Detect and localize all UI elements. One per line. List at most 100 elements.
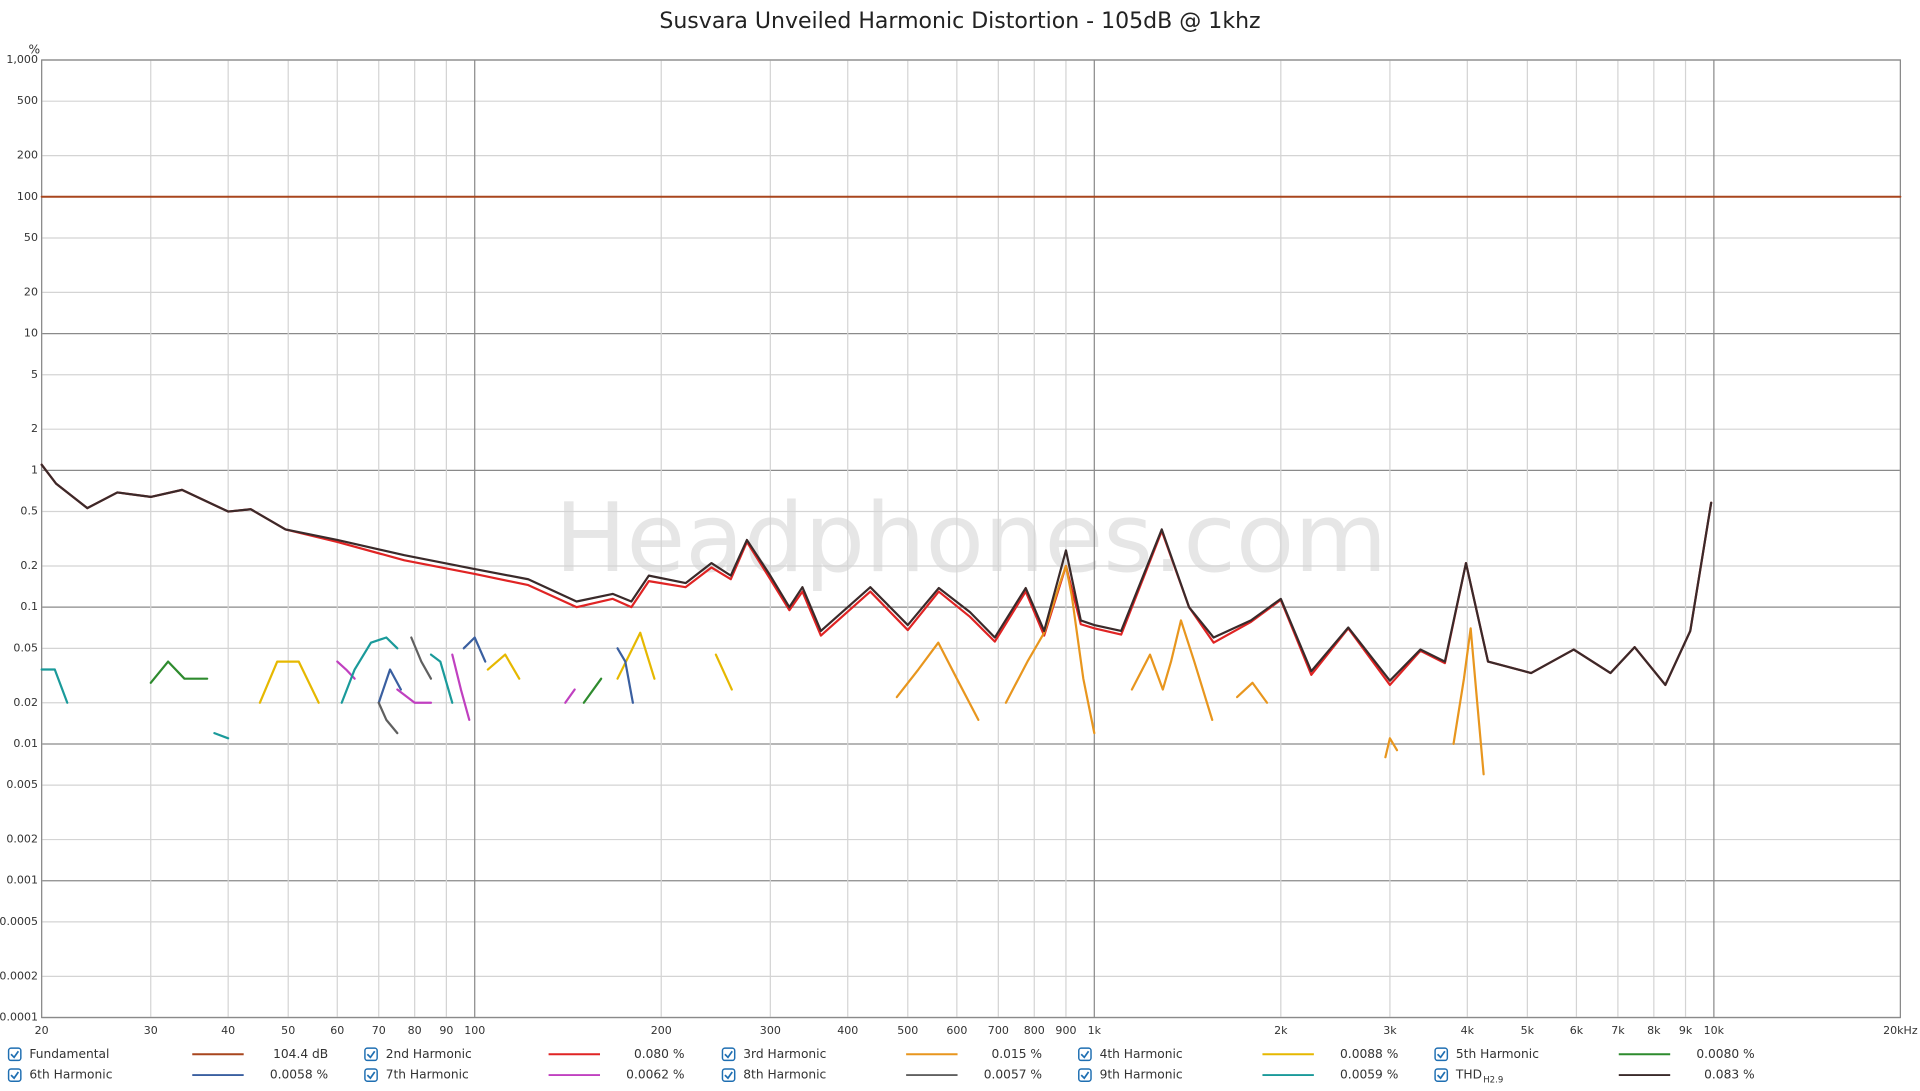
legend-item: Fundamental 104.4 dB xyxy=(7,1047,328,1062)
series-line xyxy=(40,668,69,704)
series-line xyxy=(258,660,320,704)
series-line xyxy=(1130,619,1214,721)
x-tick-label: 600 xyxy=(946,1024,967,1037)
x-tick-label: 300 xyxy=(760,1024,781,1037)
x-tick-label: 30 xyxy=(144,1024,158,1037)
x-tick-label: 3k xyxy=(1383,1024,1397,1037)
y-tick-label: 10 xyxy=(24,327,38,340)
x-tick-label: 6k xyxy=(1570,1024,1584,1037)
x-tick-label: 50 xyxy=(281,1024,295,1037)
y-tick-label: 0.001 xyxy=(6,874,38,887)
y-unit: % xyxy=(28,43,40,57)
x-tick-label: 2k xyxy=(1274,1024,1288,1037)
y-tick-label: 100 xyxy=(17,190,38,203)
legend-item: 5th Harmonic 0.0080 % xyxy=(1434,1047,1755,1062)
chart-title: Susvara Unveiled Harmonic Distortion - 1… xyxy=(659,9,1260,34)
legend-value: 0.0058 % xyxy=(270,1068,328,1082)
x-tick-label: 7k xyxy=(1611,1024,1625,1037)
x-tick-label: 8k xyxy=(1647,1024,1661,1037)
series-line xyxy=(564,688,576,704)
series-line xyxy=(486,653,521,680)
y-tick-label: 0.01 xyxy=(13,737,38,750)
y-tick-label: 200 xyxy=(17,149,38,162)
series-line xyxy=(462,636,487,663)
x-tick-label: 60 xyxy=(330,1024,344,1037)
legend-name: THD xyxy=(1455,1068,1482,1082)
x-tick-label: 100 xyxy=(464,1024,485,1037)
legend-item: 4th Harmonic 0.0088 % xyxy=(1078,1047,1398,1062)
series-line xyxy=(377,668,402,704)
legend-check xyxy=(10,1050,20,1059)
legend-item: 3rd Harmonic 0.015 % xyxy=(721,1047,1042,1062)
legend-name: 9th Harmonic xyxy=(1100,1068,1183,1082)
legend-checkbox xyxy=(364,1068,378,1082)
legend-name: Fundamental xyxy=(29,1047,109,1061)
y-tick-label: 0.005 xyxy=(6,778,38,791)
series-line xyxy=(340,636,399,704)
x-tick-label: 20 xyxy=(35,1024,49,1037)
legend-name-subscript: H2.9 xyxy=(1483,1075,1503,1085)
legend-check xyxy=(10,1071,20,1080)
legend-check xyxy=(366,1050,376,1059)
legend-check xyxy=(1436,1050,1446,1059)
legend-name: 3rd Harmonic xyxy=(743,1047,826,1061)
legend-value: 0.0059 % xyxy=(1340,1068,1398,1082)
plot-border xyxy=(41,59,1902,1019)
legend-name: 2nd Harmonic xyxy=(386,1047,472,1061)
y-tick-label: 500 xyxy=(17,94,38,107)
x-tick-label: 900 xyxy=(1055,1024,1076,1037)
legend-item: 8th Harmonic 0.0057 % xyxy=(721,1068,1042,1082)
x-tick-label: 1k xyxy=(1088,1024,1102,1037)
legend-checkbox xyxy=(1078,1068,1092,1082)
legend-checkbox xyxy=(7,1068,22,1082)
y-tick-label: 0.02 xyxy=(13,696,38,709)
legend-value: 104.4 dB xyxy=(273,1047,328,1061)
x-tick-label: 10k xyxy=(1704,1024,1725,1037)
legend-checkbox xyxy=(364,1047,378,1062)
y-tick-label: 5 xyxy=(31,368,38,381)
legend-item: 2nd Harmonic 0.080 % xyxy=(364,1047,685,1062)
legend-check xyxy=(366,1071,376,1080)
x-tick-label: 400 xyxy=(837,1024,858,1037)
legend-check xyxy=(724,1071,733,1080)
legend-check xyxy=(1080,1050,1090,1059)
series-line xyxy=(1235,681,1269,704)
watermark: Headphones.com xyxy=(555,482,1388,594)
legend-item: 6th Harmonic 0.0058 % xyxy=(7,1068,328,1082)
series-line xyxy=(1452,627,1485,776)
series-line xyxy=(1384,737,1399,759)
series-line xyxy=(895,641,980,721)
legend-item: 7th Harmonic 0.0062 % xyxy=(364,1068,684,1082)
legend-value: 0.080 % xyxy=(634,1047,685,1061)
legend-checkbox xyxy=(1434,1047,1449,1062)
x-tick-label: 800 xyxy=(1024,1024,1045,1037)
legend-check xyxy=(1436,1071,1446,1080)
x-tick-label: 80 xyxy=(408,1024,422,1037)
legend-name: 5th Harmonic xyxy=(1456,1047,1539,1061)
legend-value: 0.0062 % xyxy=(626,1068,684,1082)
legend-value: 0.0080 % xyxy=(1696,1047,1754,1061)
y-tick-label: 0.002 xyxy=(6,833,38,846)
y-tick-label: 0.0001 xyxy=(0,1011,38,1024)
series-line xyxy=(616,647,634,704)
legend-name: 7th Harmonic xyxy=(386,1068,469,1082)
series-line xyxy=(396,688,433,704)
y-tick-label: 0.1 xyxy=(20,600,38,613)
legend-check xyxy=(1080,1071,1090,1080)
y-tick-label: 1 xyxy=(31,463,38,476)
series-line xyxy=(429,653,454,704)
series-line xyxy=(451,653,471,721)
series-line xyxy=(410,636,433,680)
y-tick-label: 1,000 xyxy=(6,53,38,66)
legend-checkbox xyxy=(721,1068,736,1082)
series-line xyxy=(1004,564,1096,735)
legend-value: 0.015 % xyxy=(991,1047,1042,1061)
legend-name: 4th Harmonic xyxy=(1100,1047,1183,1061)
legend-value: 0.083 % xyxy=(1704,1068,1755,1082)
x-tick-label: 500 xyxy=(897,1024,918,1037)
legend-item: 9th Harmonic 0.0059 % xyxy=(1078,1068,1398,1082)
y-tick-label: 20 xyxy=(24,285,38,298)
